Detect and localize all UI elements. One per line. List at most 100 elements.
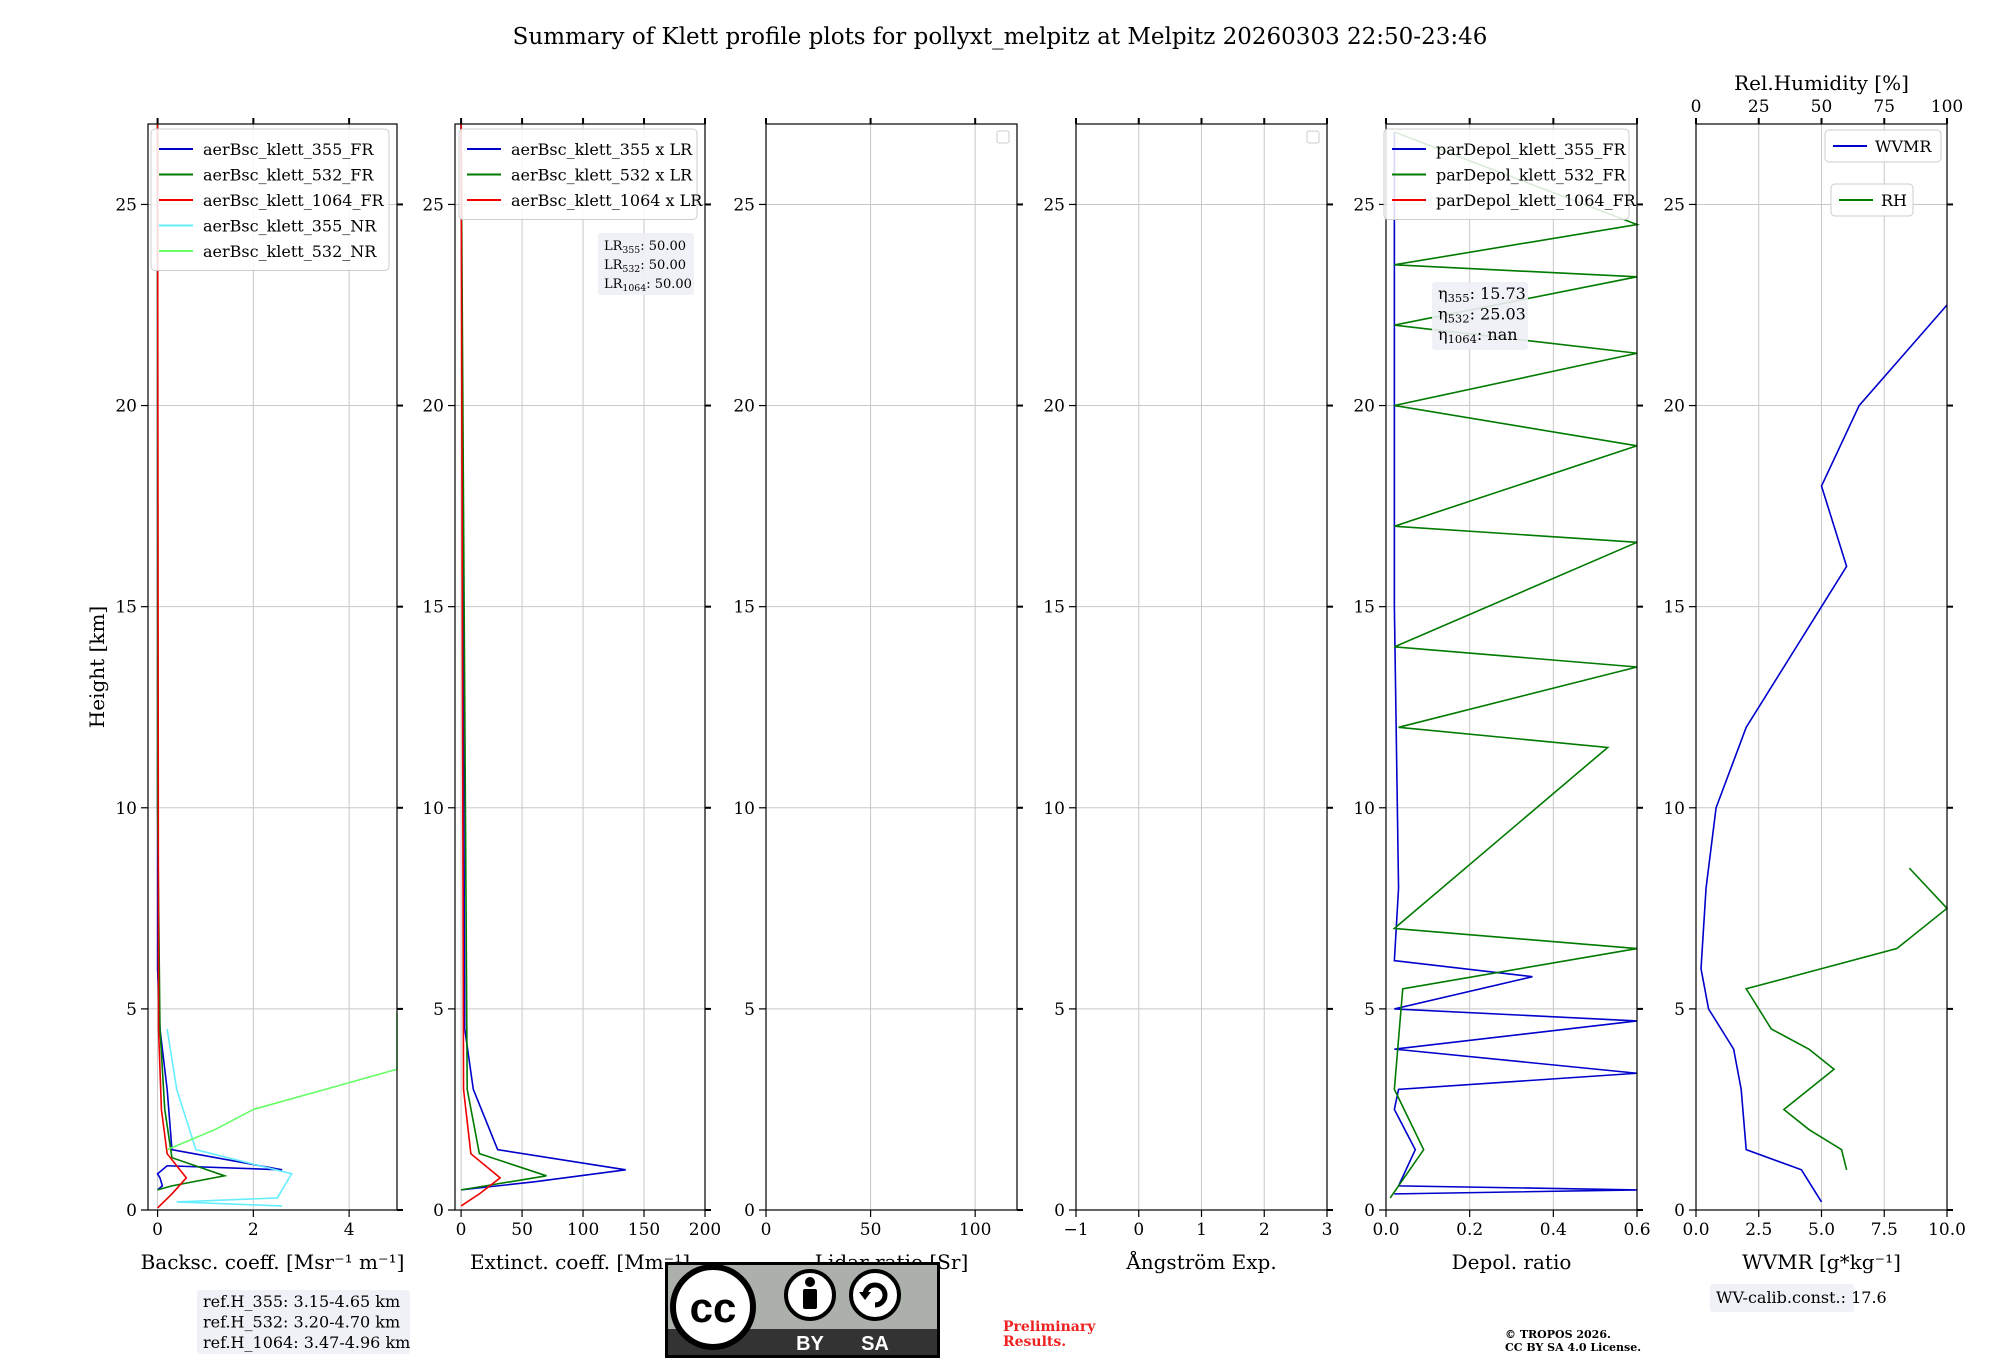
annotation-box	[598, 233, 694, 295]
x-tick-label: 0.2	[1456, 1220, 1483, 1240]
empty-legend-box	[1306, 130, 1320, 144]
legend-box	[1824, 129, 1942, 163]
y-tick-label: 20	[422, 397, 444, 417]
x-tick-label: 4	[344, 1220, 355, 1240]
y-tick-label: 0	[1364, 1201, 1375, 1221]
annotation-box	[197, 1290, 410, 1354]
annotation-line: WV-calib.const.: 17.6	[1716, 1288, 1887, 1307]
series-line	[460, 123, 626, 1191]
y-tick-label: 25	[115, 195, 137, 215]
legend-entry: aerBsc_klett_1064_FR	[203, 191, 385, 210]
axes-frame	[1385, 123, 1638, 1211]
cc-by-sa-license-badge: cc BY SA	[665, 1262, 940, 1358]
legend-entry: WVMR	[1875, 137, 1932, 156]
series-line	[460, 123, 502, 1207]
x-tick-label: 0.4	[1540, 1220, 1567, 1240]
x2-tick-label: 50	[1811, 97, 1833, 117]
x-axis-label: Backsc. coeff. [Msr⁻¹ m⁻¹]	[141, 1250, 405, 1274]
annotation-box	[1710, 1284, 1854, 1312]
series-line	[1393, 132, 1638, 1195]
panel-water-vapor: 0.0 2.5 5.0 7.5 10.0 0 5 10 15 20 25 WVMR [g*kg⁻¹] 0…	[1663, 71, 1966, 1312]
y-tick-label: 20	[733, 397, 755, 417]
y-tick-label: 0	[744, 1201, 755, 1221]
x-tick-label: 2	[248, 1220, 259, 1240]
x-tick-label: 2.5	[1745, 1220, 1772, 1240]
sa-text: SA	[861, 1333, 889, 1355]
x-tick-label: −1	[1063, 1220, 1088, 1240]
series-line	[156, 123, 188, 1209]
x-tick-label: 50	[511, 1220, 533, 1240]
x-tick-label: 0	[456, 1220, 467, 1240]
panel-extinction: 0 50 100 150 200 0 5 10 15 20 25 Extinct. coeff. [M…	[422, 118, 721, 1274]
legend-entry: parDepol_klett_355_FR	[1436, 140, 1627, 159]
y-tick-label: 10	[1663, 799, 1685, 819]
annotation-box	[1432, 282, 1528, 350]
y-tick-label: 5	[433, 1000, 444, 1020]
x2-tick-label: 0	[1691, 97, 1702, 117]
x-tick-label: 5.0	[1808, 1220, 1835, 1240]
legend-box	[1383, 128, 1630, 220]
y-tick-label: 20	[1353, 397, 1375, 417]
x-tick-label: 10.0	[1928, 1220, 1966, 1240]
axes-frame	[147, 123, 398, 1211]
y-axis-label: Height [km]	[85, 606, 109, 728]
x2-tick-label: 25	[1748, 97, 1770, 117]
series-line	[166, 1012, 398, 1151]
copyright-note: © TROPOS 2026. CC BY SA 4.0 License.	[1505, 1328, 1642, 1354]
series-line	[1389, 131, 1641, 1199]
annotation-line: LR355: 50.00	[604, 239, 686, 256]
x-tick-label: 100	[959, 1220, 991, 1240]
legend-entry: aerBsc_klett_532_FR	[203, 166, 374, 185]
y-tick-label: 20	[1663, 397, 1685, 417]
y-tick-label: 5	[126, 1000, 137, 1020]
y-tick-label: 20	[115, 397, 137, 417]
panel-backscatter: 0 2 4 0 5 10 15 20 25 Backsc. coeff. [Msr⁻¹ m⁻¹] H…	[85, 118, 410, 1354]
annotation-line: ref.H_1064: 3.47-4.96 km	[203, 1333, 410, 1352]
x-tick-label: 0	[761, 1220, 772, 1240]
x-tick-label: 0.0	[1682, 1220, 1709, 1240]
preliminary-results-note: Preliminary Results.	[1003, 1319, 1096, 1350]
y-tick-label: 10	[115, 799, 137, 819]
y-tick-label: 25	[1043, 195, 1065, 215]
legend-entry: aerBsc_klett_355_FR	[203, 140, 374, 159]
x-tick-label: 7.5	[1871, 1220, 1898, 1240]
annotation-line: η355: 15.73	[1438, 284, 1526, 305]
x-tick-label: 3	[1322, 1220, 1333, 1240]
legend-box	[150, 128, 390, 271]
x-tick-label: 2	[1259, 1220, 1270, 1240]
cc-logo-icon: cc BY SA	[665, 1262, 940, 1358]
y-tick-label: 5	[1054, 1000, 1065, 1020]
y-tick-label: 15	[1663, 598, 1685, 618]
y-tick-label: 5	[744, 1000, 755, 1020]
y-tick-label: 25	[1353, 195, 1375, 215]
figure-title: Summary of Klett profile plots for polly…	[513, 24, 1488, 50]
y-tick-label: 10	[1353, 799, 1375, 819]
x-tick-label: 150	[628, 1220, 660, 1240]
axes-frame	[454, 123, 706, 1211]
x-axis-label: Depol. ratio	[1452, 1250, 1572, 1274]
annotation-line: ref.H_532: 3.20-4.70 km	[203, 1313, 400, 1332]
y-tick-label: 25	[1663, 195, 1685, 215]
annotation-line: LR1064: 50.00	[604, 277, 692, 294]
y-tick-label: 15	[1043, 598, 1065, 618]
y-tick-label: 10	[422, 799, 444, 819]
series-line	[166, 1028, 293, 1207]
x-axis-label: Ångström Exp.	[1125, 1249, 1276, 1274]
x-tick-label: 1	[1196, 1220, 1207, 1240]
by-text: BY	[796, 1333, 824, 1355]
y-tick-label: 0	[126, 1201, 137, 1221]
y-tick-label: 10	[1043, 799, 1065, 819]
y-tick-label: 25	[422, 195, 444, 215]
y-tick-label: 15	[1353, 598, 1375, 618]
series-line	[1700, 304, 1948, 1203]
annotation-line: η1064: nan	[1438, 325, 1518, 346]
legend-entry: RH	[1881, 191, 1907, 210]
x-tick-label: 0.6	[1623, 1220, 1650, 1240]
legend-entry: aerBsc_klett_1064 x LR	[511, 191, 703, 210]
y-tick-label: 10	[733, 799, 755, 819]
y-tick-label: 15	[115, 598, 137, 618]
annotation-line: ref.H_355: 3.15-4.65 km	[203, 1292, 400, 1311]
cc-text: cc	[690, 1284, 737, 1331]
legend-entry: aerBsc_klett_355_NR	[203, 217, 377, 236]
